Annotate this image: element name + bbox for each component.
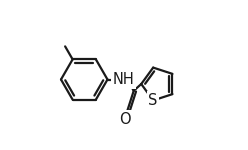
Text: NH: NH xyxy=(112,72,134,87)
Text: S: S xyxy=(149,93,158,108)
Text: O: O xyxy=(119,112,130,127)
